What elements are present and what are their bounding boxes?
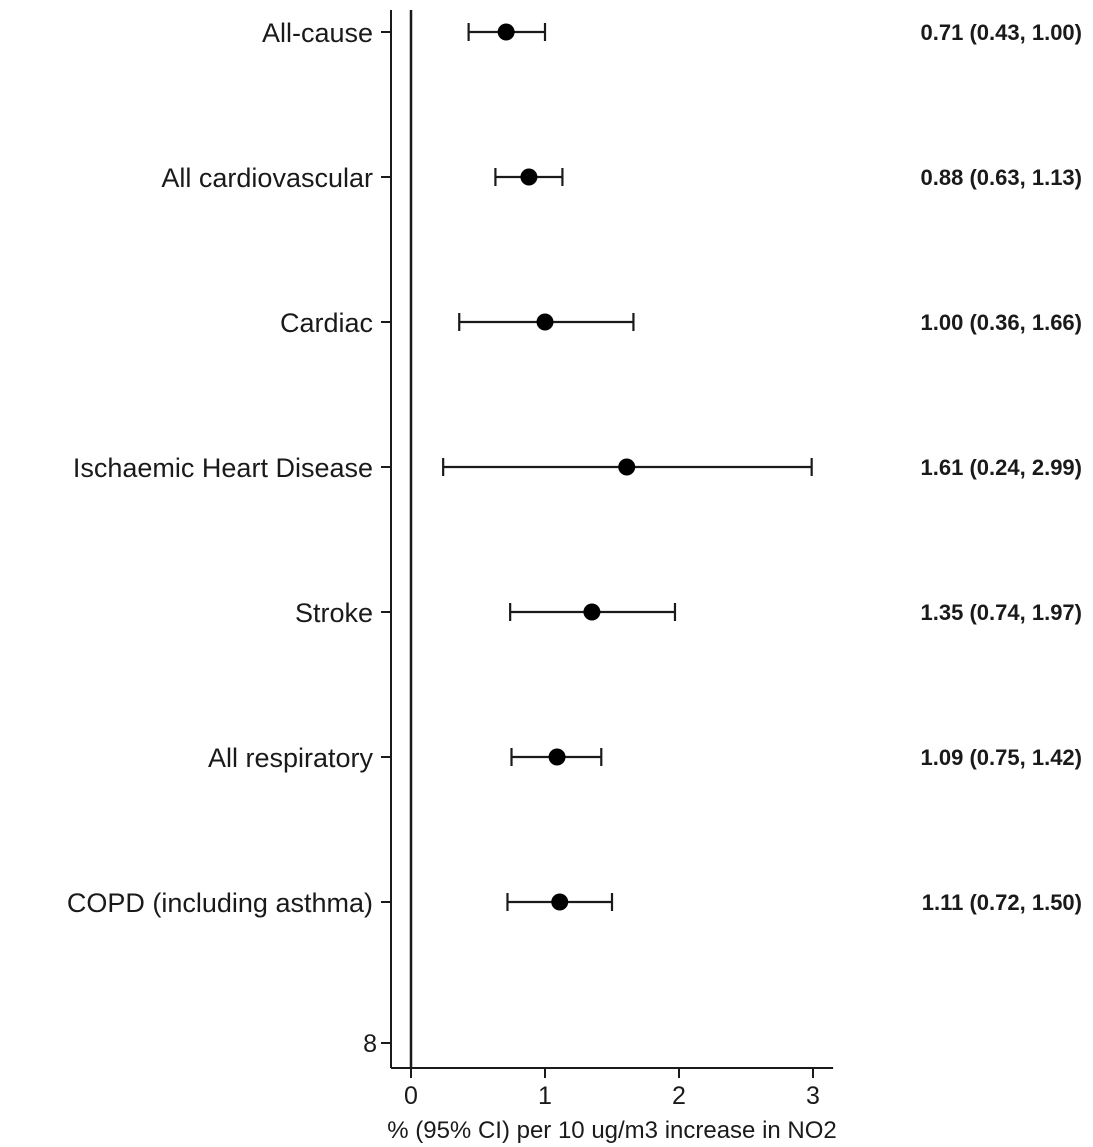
category-label: All cardiovascular [161, 163, 373, 193]
forest-row: Ischaemic Heart Disease 1.61 (0.24, 2.99) [73, 453, 1082, 483]
estimate-text: 0.71 (0.43, 1.00) [921, 20, 1082, 45]
plot-axes: 0 1 2 3 8 [363, 10, 834, 1110]
forest-row: All respiratory 1.09 (0.75, 1.42) [208, 743, 1082, 773]
plot-rows: All-cause 0.71 (0.43, 1.00) All cardiovasc… [67, 18, 1082, 918]
estimate-text: 1.09 (0.75, 1.42) [921, 745, 1082, 770]
estimate-text: 1.11 (0.72, 1.50) [922, 890, 1082, 915]
forest-row: COPD (including asthma) 1.11 (0.72, 1.50) [67, 888, 1082, 918]
estimate-text: 1.61 (0.24, 2.99) [921, 455, 1082, 480]
estimate-text: 1.35 (0.74, 1.97) [921, 600, 1082, 625]
estimate-point [497, 23, 515, 41]
estimate-point [520, 168, 538, 186]
category-label: Stroke [295, 598, 373, 628]
estimate-point [548, 748, 566, 766]
estimate-text: 0.88 (0.63, 1.13) [921, 165, 1082, 190]
category-label: All respiratory [208, 743, 374, 773]
estimate-point [583, 603, 601, 621]
category-label: All-cause [262, 18, 373, 48]
estimate-text: 1.00 (0.36, 1.66) [921, 310, 1082, 335]
x-axis-label: % (95% CI) per 10 ug/m3 increase in NO2 [387, 1117, 837, 1144]
category-label: Cardiac [280, 308, 373, 338]
x-tick-label: 3 [806, 1082, 820, 1110]
y-tick-label: 8 [363, 1030, 377, 1058]
forest-row: Cardiac 1.00 (0.36, 1.66) [280, 308, 1082, 338]
x-tick-label: 2 [672, 1082, 686, 1110]
x-tick-label: 1 [538, 1082, 552, 1110]
forest-row: Stroke 1.35 (0.74, 1.97) [295, 598, 1082, 628]
estimate-point [618, 458, 636, 476]
estimate-point [536, 313, 554, 331]
forest-row: All cardiovascular 0.88 (0.63, 1.13) [161, 163, 1082, 193]
estimate-point [551, 893, 569, 911]
forest-row: All-cause 0.71 (0.43, 1.00) [262, 18, 1082, 48]
category-label: COPD (including asthma) [67, 888, 373, 918]
x-tick-label: 0 [404, 1082, 418, 1110]
category-label: Ischaemic Heart Disease [73, 453, 373, 483]
